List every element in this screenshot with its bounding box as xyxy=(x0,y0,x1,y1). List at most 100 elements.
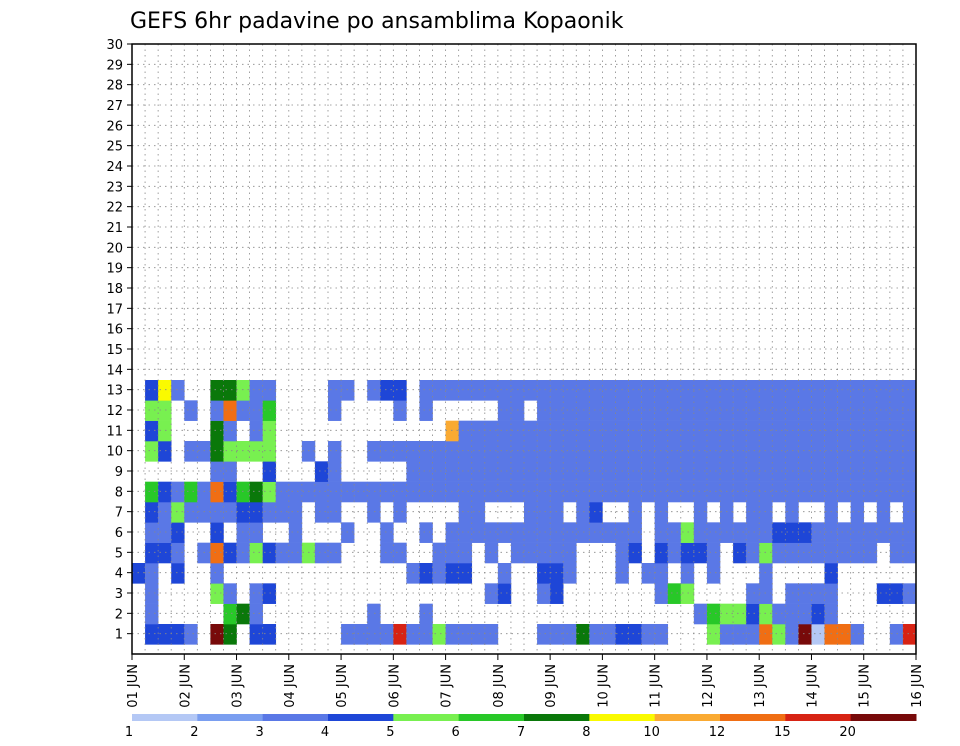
heatmap-cell xyxy=(458,481,473,503)
heatmap-cell xyxy=(563,461,577,482)
heatmap-cell xyxy=(367,380,381,401)
heatmap-cell xyxy=(458,461,473,482)
heatmap-cell xyxy=(602,624,616,645)
heatmap-cell xyxy=(393,441,407,462)
heatmap-cell xyxy=(249,481,263,503)
heatmap-cell xyxy=(589,380,603,401)
heatmap-cell xyxy=(484,583,499,604)
heatmap-cell xyxy=(419,400,433,421)
heatmap-cell xyxy=(484,522,499,543)
heatmap-cell xyxy=(484,420,499,442)
heatmap-cell xyxy=(223,583,237,604)
heatmap-cell xyxy=(262,624,277,645)
heatmap-cell xyxy=(406,441,420,462)
heatmap-cell xyxy=(693,502,708,523)
heatmap-cell xyxy=(145,502,159,523)
heatmap-cell xyxy=(733,461,747,482)
heatmap-cell xyxy=(497,400,512,421)
heatmap-cell xyxy=(628,481,642,503)
heatmap-cell xyxy=(380,441,394,462)
heatmap-cell xyxy=(419,522,433,543)
heatmap-cell xyxy=(837,400,851,421)
heatmap-cell xyxy=(537,380,551,401)
heatmap-cell xyxy=(550,502,564,523)
heatmap-cell xyxy=(641,624,655,645)
heatmap-cell xyxy=(785,400,799,421)
heatmap-cell xyxy=(249,583,263,604)
x-tick-label: 15 JUN xyxy=(858,664,873,708)
heatmap-cell xyxy=(863,481,878,503)
colorbar-swatch xyxy=(132,714,198,721)
heatmap-cell xyxy=(798,603,812,625)
heatmap-cell xyxy=(458,380,473,401)
heatmap-cell xyxy=(889,380,904,401)
heatmap-cell xyxy=(811,380,825,401)
heatmap-cell xyxy=(510,400,525,421)
heatmap-cell xyxy=(432,624,446,645)
heatmap-cell xyxy=(759,603,773,625)
x-tick-label: 11 JUN xyxy=(649,664,664,708)
heatmap-cell xyxy=(798,583,812,604)
heatmap-cell xyxy=(458,624,473,645)
heatmap-cell xyxy=(824,563,838,584)
heatmap-cell xyxy=(171,380,185,401)
heatmap-cell xyxy=(419,441,433,462)
heatmap-cell xyxy=(693,420,708,442)
heatmap-cell xyxy=(563,563,577,584)
heatmap-cell xyxy=(367,441,381,462)
heatmap-cell xyxy=(406,461,420,482)
heatmap-cell xyxy=(432,380,446,401)
y-tick-label: 1 xyxy=(115,628,123,643)
heatmap-cell xyxy=(419,481,433,503)
heatmap-cell xyxy=(275,481,290,503)
heatmap-cell xyxy=(837,481,851,503)
heatmap-cell xyxy=(563,400,577,421)
colorbar: 1 2 3 4 5 6 7 8 10 12 15 20 xyxy=(125,714,917,740)
heatmap-cell xyxy=(628,420,642,442)
heatmap-cell xyxy=(824,461,838,482)
heatmap-cell xyxy=(576,502,590,523)
x-tick-label: 08 JUN xyxy=(492,664,507,708)
heatmap-cell xyxy=(236,603,250,625)
heatmap-cell xyxy=(445,481,459,503)
heatmap-cell xyxy=(550,481,564,503)
colorbar-label: 6 xyxy=(452,725,460,740)
heatmap-cell xyxy=(145,400,159,421)
heatmap-cell xyxy=(445,461,459,482)
heatmap-cell xyxy=(693,481,708,503)
heatmap-cell xyxy=(720,502,734,523)
heatmap-cell xyxy=(615,522,629,543)
heatmap-cell xyxy=(615,441,629,462)
heatmap-cell xyxy=(458,522,473,543)
heatmap-cell xyxy=(615,400,629,421)
heatmap-cell xyxy=(236,441,250,462)
y-tick-label: 16 xyxy=(106,323,123,338)
heatmap-cell xyxy=(693,380,708,401)
heatmap-cell xyxy=(811,603,825,625)
heatmap-cell xyxy=(497,583,512,604)
heatmap-cell xyxy=(484,461,499,482)
grid-lines xyxy=(132,44,916,654)
heatmap-cell xyxy=(602,461,616,482)
heatmap-cell xyxy=(811,542,825,564)
heatmap-cell xyxy=(497,522,512,543)
heatmap-cell xyxy=(550,380,564,401)
heatmap-cell xyxy=(223,502,237,523)
heatmap-cell xyxy=(628,380,642,401)
heatmap-cell xyxy=(824,583,838,604)
heatmap-cell xyxy=(445,624,459,645)
heatmap-cell xyxy=(275,502,290,523)
y-tick-label: 3 xyxy=(115,587,123,602)
heatmap-cell xyxy=(693,441,708,462)
heatmap-cell xyxy=(850,481,865,503)
x-axis-ticks: 01 JUN 02 JUN 03 JUN 04 JUN 05 JUN 06 JUN 07 J… xyxy=(126,654,925,708)
x-tick-label: 07 JUN xyxy=(440,664,455,708)
heatmap-cell xyxy=(733,481,747,503)
heatmap-cell xyxy=(262,380,277,401)
heatmap-cell xyxy=(510,522,525,543)
y-tick-label: 10 xyxy=(106,445,123,460)
chart-title: GEFS 6hr padavine po ansamblima Kopaonik xyxy=(130,9,624,34)
heatmap-cell xyxy=(589,481,603,503)
colorbar-label: 7 xyxy=(517,725,525,740)
heatmap-cell xyxy=(798,420,812,442)
